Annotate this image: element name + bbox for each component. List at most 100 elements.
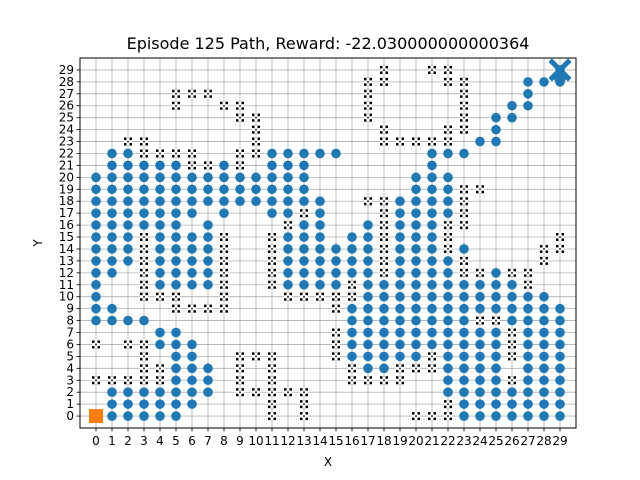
- path-point: [507, 100, 517, 111]
- obstacle-marker: [268, 364, 276, 373]
- path-point: [171, 399, 181, 409]
- start-goal-markers: [89, 58, 572, 424]
- path-point: [171, 196, 181, 207]
- path-point: [123, 399, 133, 409]
- path-point: [187, 196, 197, 207]
- x-tick-label: 8: [220, 434, 228, 448]
- path-point: [107, 160, 117, 171]
- obstacle-marker: [348, 376, 356, 385]
- obstacle-marker: [252, 388, 260, 397]
- path-point: [459, 339, 469, 350]
- path-point: [155, 196, 165, 207]
- path-point: [155, 411, 165, 421]
- path-point: [267, 172, 277, 183]
- path-point: [491, 279, 501, 290]
- path-point: [523, 315, 533, 326]
- obstacle-marker: [412, 412, 420, 421]
- path-point: [491, 399, 501, 409]
- y-tick-label: 23: [59, 135, 74, 149]
- path-point: [91, 172, 101, 183]
- x-tick-label: 21: [424, 434, 439, 448]
- path-point: [107, 256, 117, 266]
- path-point: [283, 232, 293, 242]
- x-tick-label: 16: [344, 434, 359, 448]
- path-point: [267, 184, 277, 195]
- obstacle-marker: [236, 149, 244, 158]
- obstacle-marker: [140, 149, 148, 158]
- obstacle-marker: [412, 137, 420, 146]
- obstacle-marker: [444, 77, 452, 86]
- path-point: [123, 196, 133, 207]
- path-point: [315, 220, 325, 230]
- path-point: [203, 375, 213, 386]
- path-point: [363, 351, 373, 362]
- obstacle-marker: [156, 149, 164, 158]
- y-tick-label: 18: [59, 194, 74, 208]
- path-point: [443, 303, 453, 314]
- path-point: [139, 411, 149, 421]
- y-tick-label: 4: [66, 361, 74, 375]
- path-point: [107, 148, 117, 159]
- path-point: [235, 184, 245, 195]
- path-point: [331, 268, 341, 278]
- path-point: [427, 160, 437, 171]
- path-point: [171, 244, 181, 254]
- obstacles: [92, 65, 564, 421]
- path-point: [171, 232, 181, 242]
- x-tick-label: 22: [440, 434, 455, 448]
- path-point: [363, 232, 373, 242]
- path-point: [107, 411, 117, 421]
- path-point: [139, 208, 149, 218]
- path-point: [555, 315, 565, 326]
- path-point: [91, 279, 101, 290]
- path-point: [443, 291, 453, 302]
- obstacle-marker: [380, 137, 388, 146]
- path-point: [539, 339, 549, 350]
- path-point: [315, 148, 325, 159]
- path-point: [107, 232, 117, 242]
- path-point: [139, 387, 149, 397]
- path-point: [203, 268, 213, 278]
- obstacle-marker: [524, 268, 532, 277]
- y-tick-label: 1: [66, 397, 74, 411]
- path-point: [475, 351, 485, 362]
- path-point: [459, 327, 469, 338]
- path-point: [347, 268, 357, 278]
- obstacle-marker: [236, 101, 244, 110]
- path-point: [443, 279, 453, 290]
- path-point: [411, 208, 421, 218]
- path-point: [283, 148, 293, 159]
- path-point: [347, 244, 357, 254]
- path-point: [491, 375, 501, 386]
- path-point: [475, 375, 485, 386]
- path-point: [443, 351, 453, 362]
- path-point: [555, 387, 565, 397]
- path-point: [187, 375, 197, 386]
- path-point: [379, 339, 389, 350]
- path-point: [267, 148, 277, 159]
- path-point: [203, 172, 213, 183]
- path-point: [91, 232, 101, 242]
- path-point: [459, 291, 469, 302]
- y-tick-label: 10: [59, 290, 74, 304]
- path-point: [91, 208, 101, 218]
- path-point: [91, 315, 101, 326]
- obstacle-marker: [460, 209, 468, 218]
- x-tick-label: 5: [172, 434, 180, 448]
- y-tick-label: 17: [59, 206, 74, 220]
- path-point: [523, 303, 533, 314]
- obstacle-marker: [428, 352, 436, 361]
- obstacle-marker: [444, 65, 452, 74]
- obstacle-marker: [124, 137, 132, 146]
- obstacle-marker: [332, 352, 340, 361]
- obstacle-marker: [140, 280, 148, 289]
- path-point: [475, 363, 485, 374]
- x-tick-label: 23: [456, 434, 471, 448]
- obstacle-marker: [252, 352, 260, 361]
- path-point: [235, 196, 245, 207]
- path-point: [491, 387, 501, 397]
- path-point: [299, 232, 309, 242]
- path-point: [187, 244, 197, 254]
- path-point: [139, 184, 149, 195]
- path-point: [251, 172, 261, 183]
